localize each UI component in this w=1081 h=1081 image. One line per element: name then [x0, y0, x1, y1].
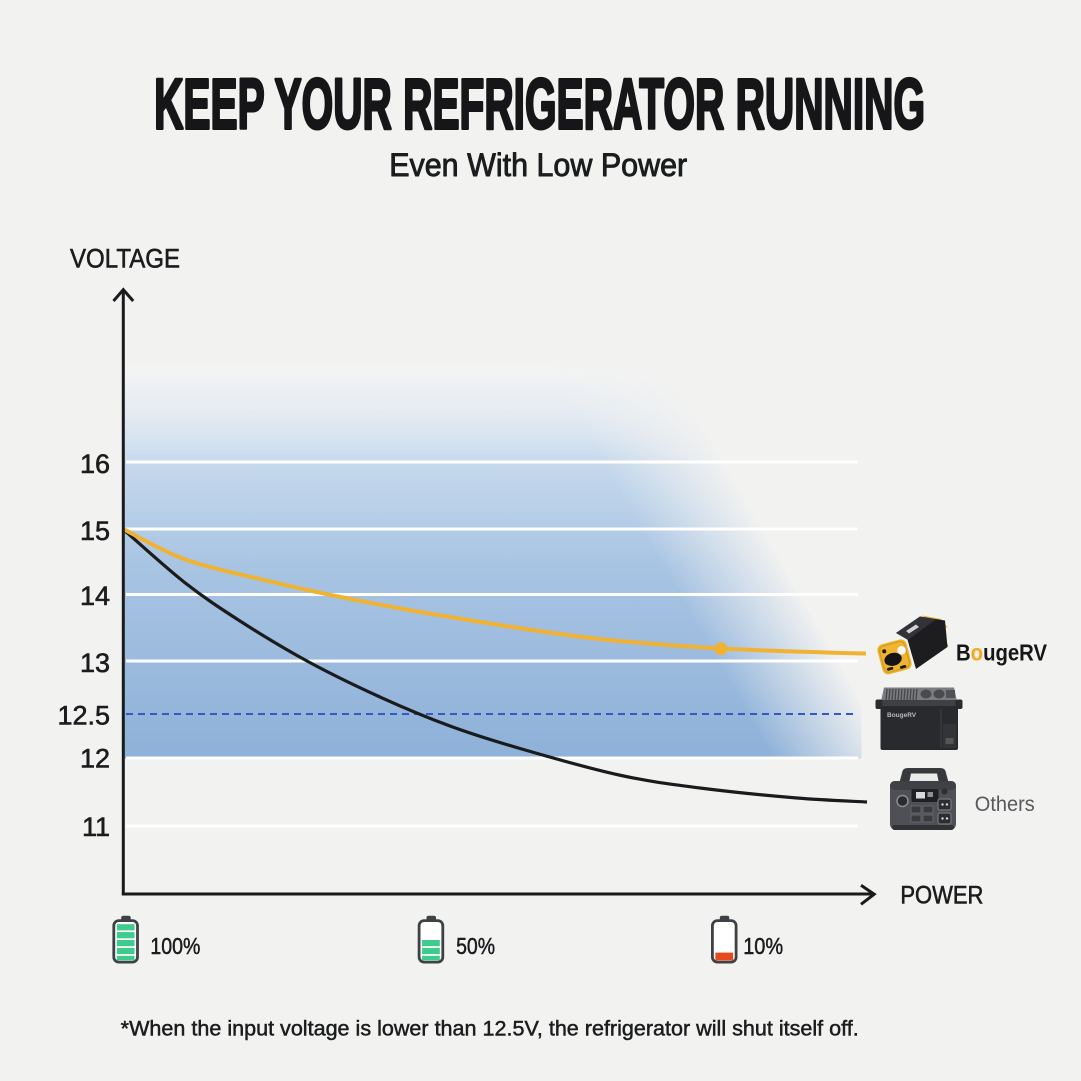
svg-text:KEEP YOUR REFRIGERATOR RUNNING: KEEP YOUR REFRIGERATOR RUNNING [154, 66, 925, 145]
svg-text:12: 12 [80, 744, 110, 774]
svg-text:50%: 50% [456, 933, 495, 959]
svg-text:POWER: POWER [900, 882, 983, 910]
svg-text:Even With Low Power: Even With Low Power [389, 147, 687, 183]
svg-text:16: 16 [80, 449, 110, 479]
svg-text:12.5: 12.5 [57, 701, 110, 731]
svg-text:Others: Others [975, 792, 1035, 816]
svg-text:VOLTAGE: VOLTAGE [70, 244, 180, 274]
svg-text:13: 13 [80, 648, 110, 678]
svg-text:11: 11 [82, 812, 110, 842]
svg-text:14: 14 [80, 581, 110, 611]
svg-text:BougeRV: BougeRV [887, 712, 917, 719]
svg-text:10%: 10% [743, 933, 783, 959]
svg-text:100%: 100% [150, 933, 200, 959]
svg-text:*When the input voltage is low: *When the input voltage is lower than 12… [121, 1016, 859, 1040]
svg-text:BougeRV: BougeRV [956, 640, 1047, 666]
svg-text:15: 15 [80, 516, 110, 546]
